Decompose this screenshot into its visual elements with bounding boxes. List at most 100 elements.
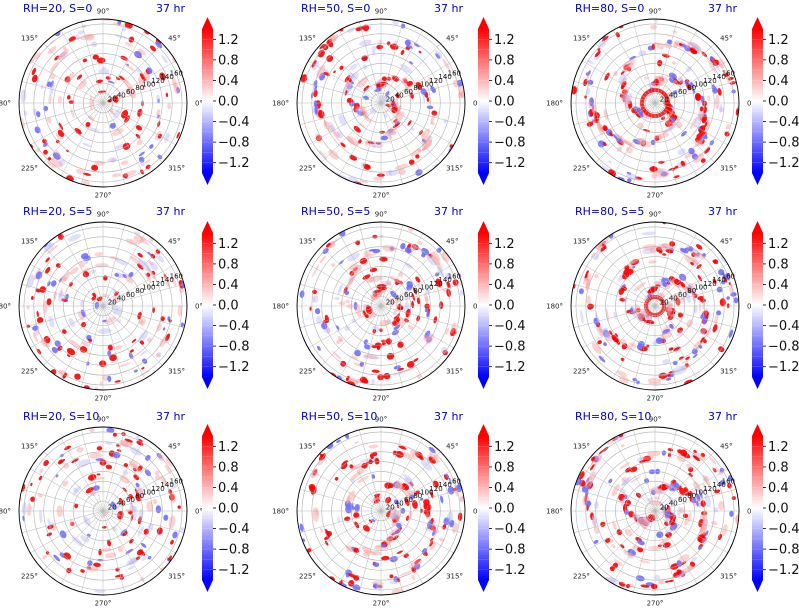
r-tick-label: 100 bbox=[142, 489, 155, 497]
angular-gridline bbox=[654, 263, 728, 307]
r-tick-label: 160 bbox=[722, 477, 735, 485]
angular-gridline bbox=[102, 102, 185, 125]
angular-gridline bbox=[299, 489, 382, 512]
angular-gridline bbox=[81, 510, 104, 593]
r-tick-label: 120 bbox=[703, 280, 716, 288]
angular-gridline bbox=[380, 510, 441, 571]
theta-tick-label: 90° bbox=[97, 211, 109, 219]
r-tick-label: 160 bbox=[448, 477, 461, 485]
r-tick-label: 40 bbox=[117, 500, 126, 508]
angular-gridline bbox=[30, 60, 104, 104]
angular-gridline bbox=[60, 305, 104, 379]
angular-gridline bbox=[582, 468, 656, 512]
polar-frame bbox=[18, 426, 188, 596]
colorbar: 1.2 0.8 0.4 0.0 −0.4 −0.8 −1.2 bbox=[478, 221, 526, 389]
angular-gridline bbox=[380, 305, 463, 328]
theta-tick-label: 45° bbox=[446, 34, 458, 42]
angular-gridline bbox=[654, 233, 698, 307]
angular-gridline bbox=[380, 43, 441, 104]
r-tick-label: 120 bbox=[151, 280, 164, 288]
theta-tick-label: 90° bbox=[97, 8, 109, 16]
r-tick-label: 20 bbox=[108, 298, 117, 306]
r-tick-label: 40 bbox=[395, 295, 404, 303]
angular-gridline bbox=[654, 451, 715, 512]
colorbar-extend-max bbox=[478, 424, 489, 436]
r-tick-label: 80 bbox=[687, 287, 696, 295]
angular-gridline bbox=[102, 489, 185, 512]
colorbar-tick-label: 0.8 bbox=[218, 53, 239, 68]
angular-gridline bbox=[359, 510, 382, 593]
angular-gridline bbox=[359, 102, 382, 185]
angular-gridline bbox=[21, 81, 104, 104]
r-tick-label: 140 bbox=[438, 73, 451, 81]
theta-tick-label: 135° bbox=[573, 34, 590, 42]
angular-gridline bbox=[81, 224, 104, 307]
r-tick-label: 140 bbox=[160, 276, 173, 284]
theta-tick-label: 45° bbox=[720, 34, 732, 42]
angular-gridline bbox=[43, 305, 104, 366]
angular-gridline bbox=[21, 510, 104, 533]
theta-tick-label: 315° bbox=[720, 573, 737, 581]
angular-gridline bbox=[43, 510, 104, 571]
colorbar-tick-label: 0.8 bbox=[218, 257, 239, 272]
theta-tick-label: 135° bbox=[299, 34, 316, 42]
colorbar-tick-label: 0.8 bbox=[768, 257, 789, 272]
r-tick-label: 140 bbox=[438, 276, 451, 284]
r-tick-label: 80 bbox=[135, 492, 144, 500]
colorbar-tick-label: 0.0 bbox=[768, 502, 789, 517]
colorbar-tick-label: −0.8 bbox=[218, 136, 250, 151]
theta-tick-label: 315° bbox=[720, 368, 737, 376]
r-tick-label: 120 bbox=[151, 77, 164, 85]
colorbar-tick-label: 0.4 bbox=[218, 278, 239, 293]
theta-tick-label: 180° bbox=[0, 508, 11, 516]
theta-tick-label: 90° bbox=[97, 416, 109, 424]
theta-tick-label: 270° bbox=[647, 600, 664, 608]
angular-gridline bbox=[21, 102, 104, 125]
angular-gridline bbox=[21, 284, 104, 307]
theta-tick-label: 315° bbox=[446, 165, 463, 173]
angular-gridline bbox=[81, 429, 104, 512]
angular-gridline bbox=[654, 43, 715, 104]
angular-gridline bbox=[102, 21, 125, 104]
angular-gridline bbox=[380, 468, 454, 512]
r-tick-label: 40 bbox=[395, 500, 404, 508]
colorbar-tick-label: 0.4 bbox=[218, 74, 239, 89]
angular-gridline bbox=[102, 305, 146, 379]
colorbar-tick-label: −1.2 bbox=[218, 360, 250, 375]
theta-tick-label: 315° bbox=[168, 165, 185, 173]
colorbar-tick-label: 1.2 bbox=[218, 33, 239, 48]
colorbar-tick-label: 0.8 bbox=[494, 53, 515, 68]
colorbar: 1.2 0.8 0.4 0.0 −0.4 −0.8 −1.2 bbox=[752, 17, 799, 185]
r-tick-label: 60 bbox=[126, 496, 135, 504]
r-tick-label: 20 bbox=[660, 95, 669, 103]
angular-gridline bbox=[633, 224, 656, 307]
theta-tick-label: 135° bbox=[299, 237, 316, 245]
colorbar: 1.2 0.8 0.4 0.0 −0.4 −0.8 −1.2 bbox=[752, 221, 799, 389]
angular-gridline bbox=[654, 305, 677, 388]
r-tick-label: 80 bbox=[413, 287, 422, 295]
colorbar-extend-min bbox=[202, 377, 213, 389]
theta-tick-label: 315° bbox=[720, 165, 737, 173]
r-tick-label: 60 bbox=[678, 496, 687, 504]
angular-gridline bbox=[321, 305, 382, 366]
theta-tick-label: 180° bbox=[272, 100, 289, 108]
panel-time-label: 37 hr bbox=[708, 2, 737, 15]
theta-tick-label: 0° bbox=[747, 303, 755, 311]
angular-gridline bbox=[321, 102, 382, 163]
colorbar-tick-label: −0.8 bbox=[494, 543, 526, 558]
angular-gridline bbox=[308, 60, 382, 104]
panel-time-label: 37 hr bbox=[156, 410, 185, 423]
angular-gridline bbox=[60, 438, 104, 512]
colorbar-tick-label: 0.8 bbox=[494, 460, 515, 475]
angular-gridline bbox=[654, 438, 698, 512]
theta-tick-label: 0° bbox=[473, 508, 481, 516]
panel-time-label: 37 hr bbox=[434, 2, 463, 15]
angular-gridline bbox=[595, 102, 656, 163]
angular-gridline bbox=[81, 305, 104, 388]
theta-tick-label: 135° bbox=[573, 237, 590, 245]
r-tick-label: 20 bbox=[108, 503, 117, 511]
angular-gridline bbox=[573, 102, 656, 125]
angular-gridline bbox=[612, 305, 656, 379]
colorbar-tick-label: −0.8 bbox=[768, 340, 799, 355]
angular-gridline bbox=[102, 305, 125, 388]
